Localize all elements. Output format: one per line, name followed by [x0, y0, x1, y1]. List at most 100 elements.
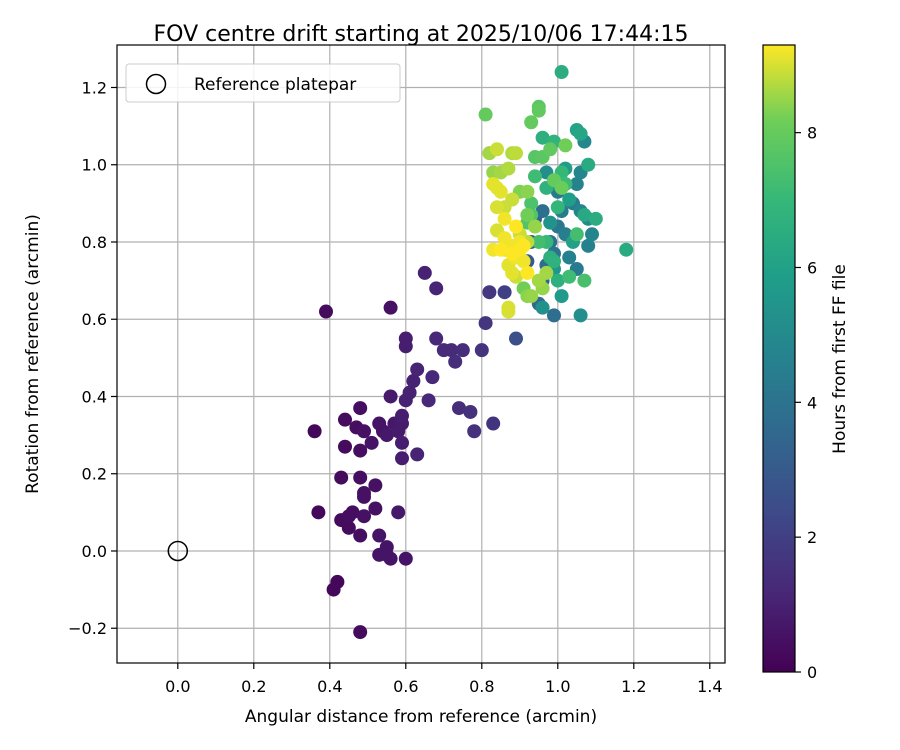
data-point	[497, 285, 512, 300]
data-point	[581, 238, 596, 253]
data-point	[379, 428, 394, 443]
data-point	[524, 115, 539, 130]
data-point	[520, 265, 535, 280]
x-tick-label: 0.6	[393, 677, 418, 696]
y-tick-label: 1.2	[82, 78, 107, 97]
data-point	[379, 540, 394, 555]
x-tick-label: 0.4	[317, 677, 342, 696]
data-point	[516, 238, 531, 253]
data-point	[520, 207, 535, 222]
data-point	[588, 211, 603, 226]
data-point	[353, 470, 368, 485]
data-point	[550, 200, 565, 215]
colorbar-tick-label: 8	[807, 124, 817, 143]
y-tick-label: 1.0	[82, 156, 107, 175]
data-point	[528, 219, 542, 234]
data-point	[338, 439, 352, 454]
data-point	[338, 412, 352, 427]
colorbar-tick-label: 2	[807, 528, 817, 547]
data-point	[353, 401, 368, 416]
data-point	[429, 281, 444, 296]
data-point	[395, 408, 409, 423]
data-point	[357, 489, 371, 504]
reference-marker	[167, 540, 189, 562]
data-point	[509, 331, 523, 346]
data-point	[535, 204, 550, 219]
data-point	[448, 354, 463, 369]
data-point	[524, 196, 539, 211]
data-point	[383, 300, 398, 315]
data-point	[493, 184, 508, 199]
data-point	[410, 447, 425, 462]
data-point	[554, 65, 569, 80]
data-point	[368, 478, 383, 493]
data-point	[554, 289, 569, 304]
data-point	[383, 389, 398, 404]
data-point	[554, 180, 569, 195]
data-point	[539, 265, 554, 280]
y-tick-label: 0.6	[82, 310, 107, 329]
y-tick-label: 0.0	[82, 542, 107, 561]
colorbar-tick-label: 0	[807, 663, 817, 682]
data-point	[425, 370, 440, 385]
data-point	[585, 227, 599, 242]
data-point	[330, 574, 345, 589]
data-point	[531, 234, 546, 249]
data-point	[581, 157, 596, 172]
data-point	[353, 625, 368, 640]
data-point	[406, 374, 421, 389]
data-point	[364, 435, 379, 450]
data-point	[410, 362, 425, 377]
data-point	[395, 435, 409, 450]
data-point	[562, 250, 577, 265]
data-point	[402, 385, 417, 400]
y-tick-label: 0.2	[82, 465, 107, 484]
legend: Reference platepar	[125, 63, 401, 103]
data-point	[490, 200, 504, 215]
y-axis-ticks: −0.2 0.0 0.2 0.4 0.6 0.8 1.0 1.2	[68, 78, 117, 638]
data-point	[486, 416, 501, 431]
data-point	[482, 285, 497, 300]
data-point	[478, 316, 493, 331]
data-point	[528, 169, 542, 184]
data-point	[573, 126, 588, 141]
data-point	[501, 161, 516, 176]
data-point	[543, 215, 558, 230]
data-point	[345, 505, 360, 520]
data-point	[497, 211, 512, 226]
data-point	[398, 551, 413, 566]
x-axis-ticks: 0.0 0.2 0.4 0.6 0.8 1.0 1.2 1.4	[165, 663, 723, 696]
data-point	[341, 520, 356, 535]
data-point	[372, 528, 387, 543]
data-point	[531, 103, 546, 118]
legend-box	[125, 63, 401, 103]
data-point	[543, 142, 558, 157]
legend-label: Reference platepar	[194, 75, 356, 95]
x-tick-label: 0.2	[241, 677, 266, 696]
data-point	[577, 207, 592, 222]
chart-title: FOV centre drift starting at 2025/10/06 …	[154, 22, 689, 47]
data-point	[334, 470, 349, 485]
data-point	[550, 273, 565, 288]
data-point	[357, 509, 371, 524]
data-point	[547, 308, 561, 323]
data-point	[569, 177, 584, 192]
data-point	[535, 300, 550, 315]
data-point	[524, 289, 539, 304]
y-axis-label: Rotation from reference (arcmin)	[23, 214, 43, 494]
data-point	[535, 130, 550, 145]
grid	[117, 45, 725, 663]
colorbar-ticks: 0 2 4 6 8	[795, 124, 817, 682]
data-point	[558, 138, 573, 153]
y-tick-label: −0.2	[68, 619, 107, 638]
legend-marker-icon	[145, 73, 167, 95]
data-point	[417, 265, 432, 280]
data-point	[311, 505, 326, 520]
colorbar-label: Hours from first FF file	[830, 264, 850, 454]
x-tick-label: 0.8	[469, 677, 494, 696]
data-point	[395, 451, 409, 466]
data-point	[509, 219, 523, 234]
data-point	[307, 424, 322, 439]
data-point	[573, 308, 588, 323]
